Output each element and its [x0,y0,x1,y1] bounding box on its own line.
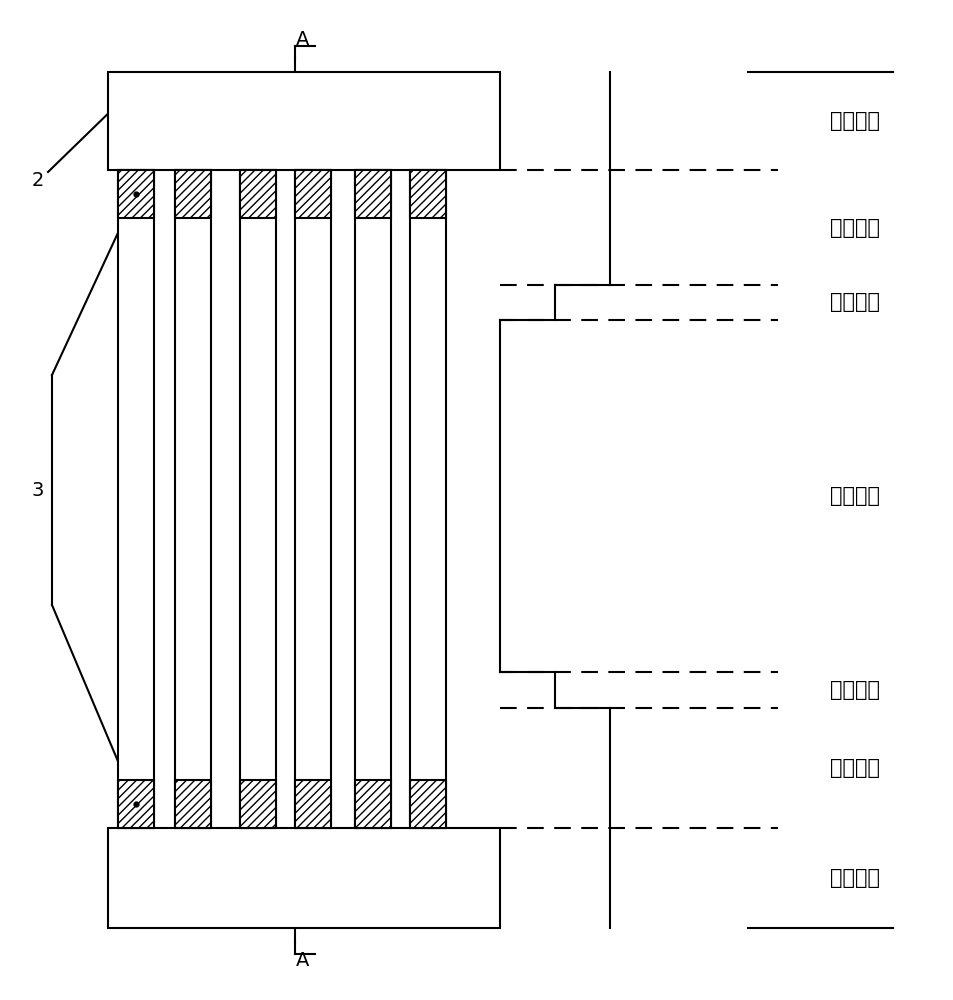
Bar [108,828,499,928]
Bar [240,170,275,828]
Bar [240,780,275,828]
Bar [294,170,331,828]
Text: 3: 3 [31,481,44,499]
Bar [174,170,211,218]
Bar [410,780,446,828]
Text: A: A [296,951,310,970]
Text: 边缘区域: 边缘区域 [829,292,879,312]
Bar [410,170,446,828]
Text: 边缘区域: 边缘区域 [829,680,879,700]
Bar [118,170,153,218]
Bar [118,780,153,828]
Text: 2: 2 [31,170,44,190]
Bar [355,780,391,828]
Bar [118,170,153,828]
Text: 间隙区域: 间隙区域 [829,758,879,778]
Text: 汇流区域: 汇流区域 [829,111,879,131]
Text: 汇流区域: 汇流区域 [829,868,879,888]
Bar [294,170,331,218]
Bar [294,780,331,828]
Bar [410,170,446,218]
Bar [355,170,391,218]
Text: 间隙区域: 间隙区域 [829,218,879,237]
Bar [355,170,391,828]
Bar [174,170,211,828]
Text: A: A [296,30,310,49]
Bar [174,780,211,828]
Bar [108,72,499,170]
Text: 中心区域: 中心区域 [829,486,879,506]
Bar [240,170,275,218]
